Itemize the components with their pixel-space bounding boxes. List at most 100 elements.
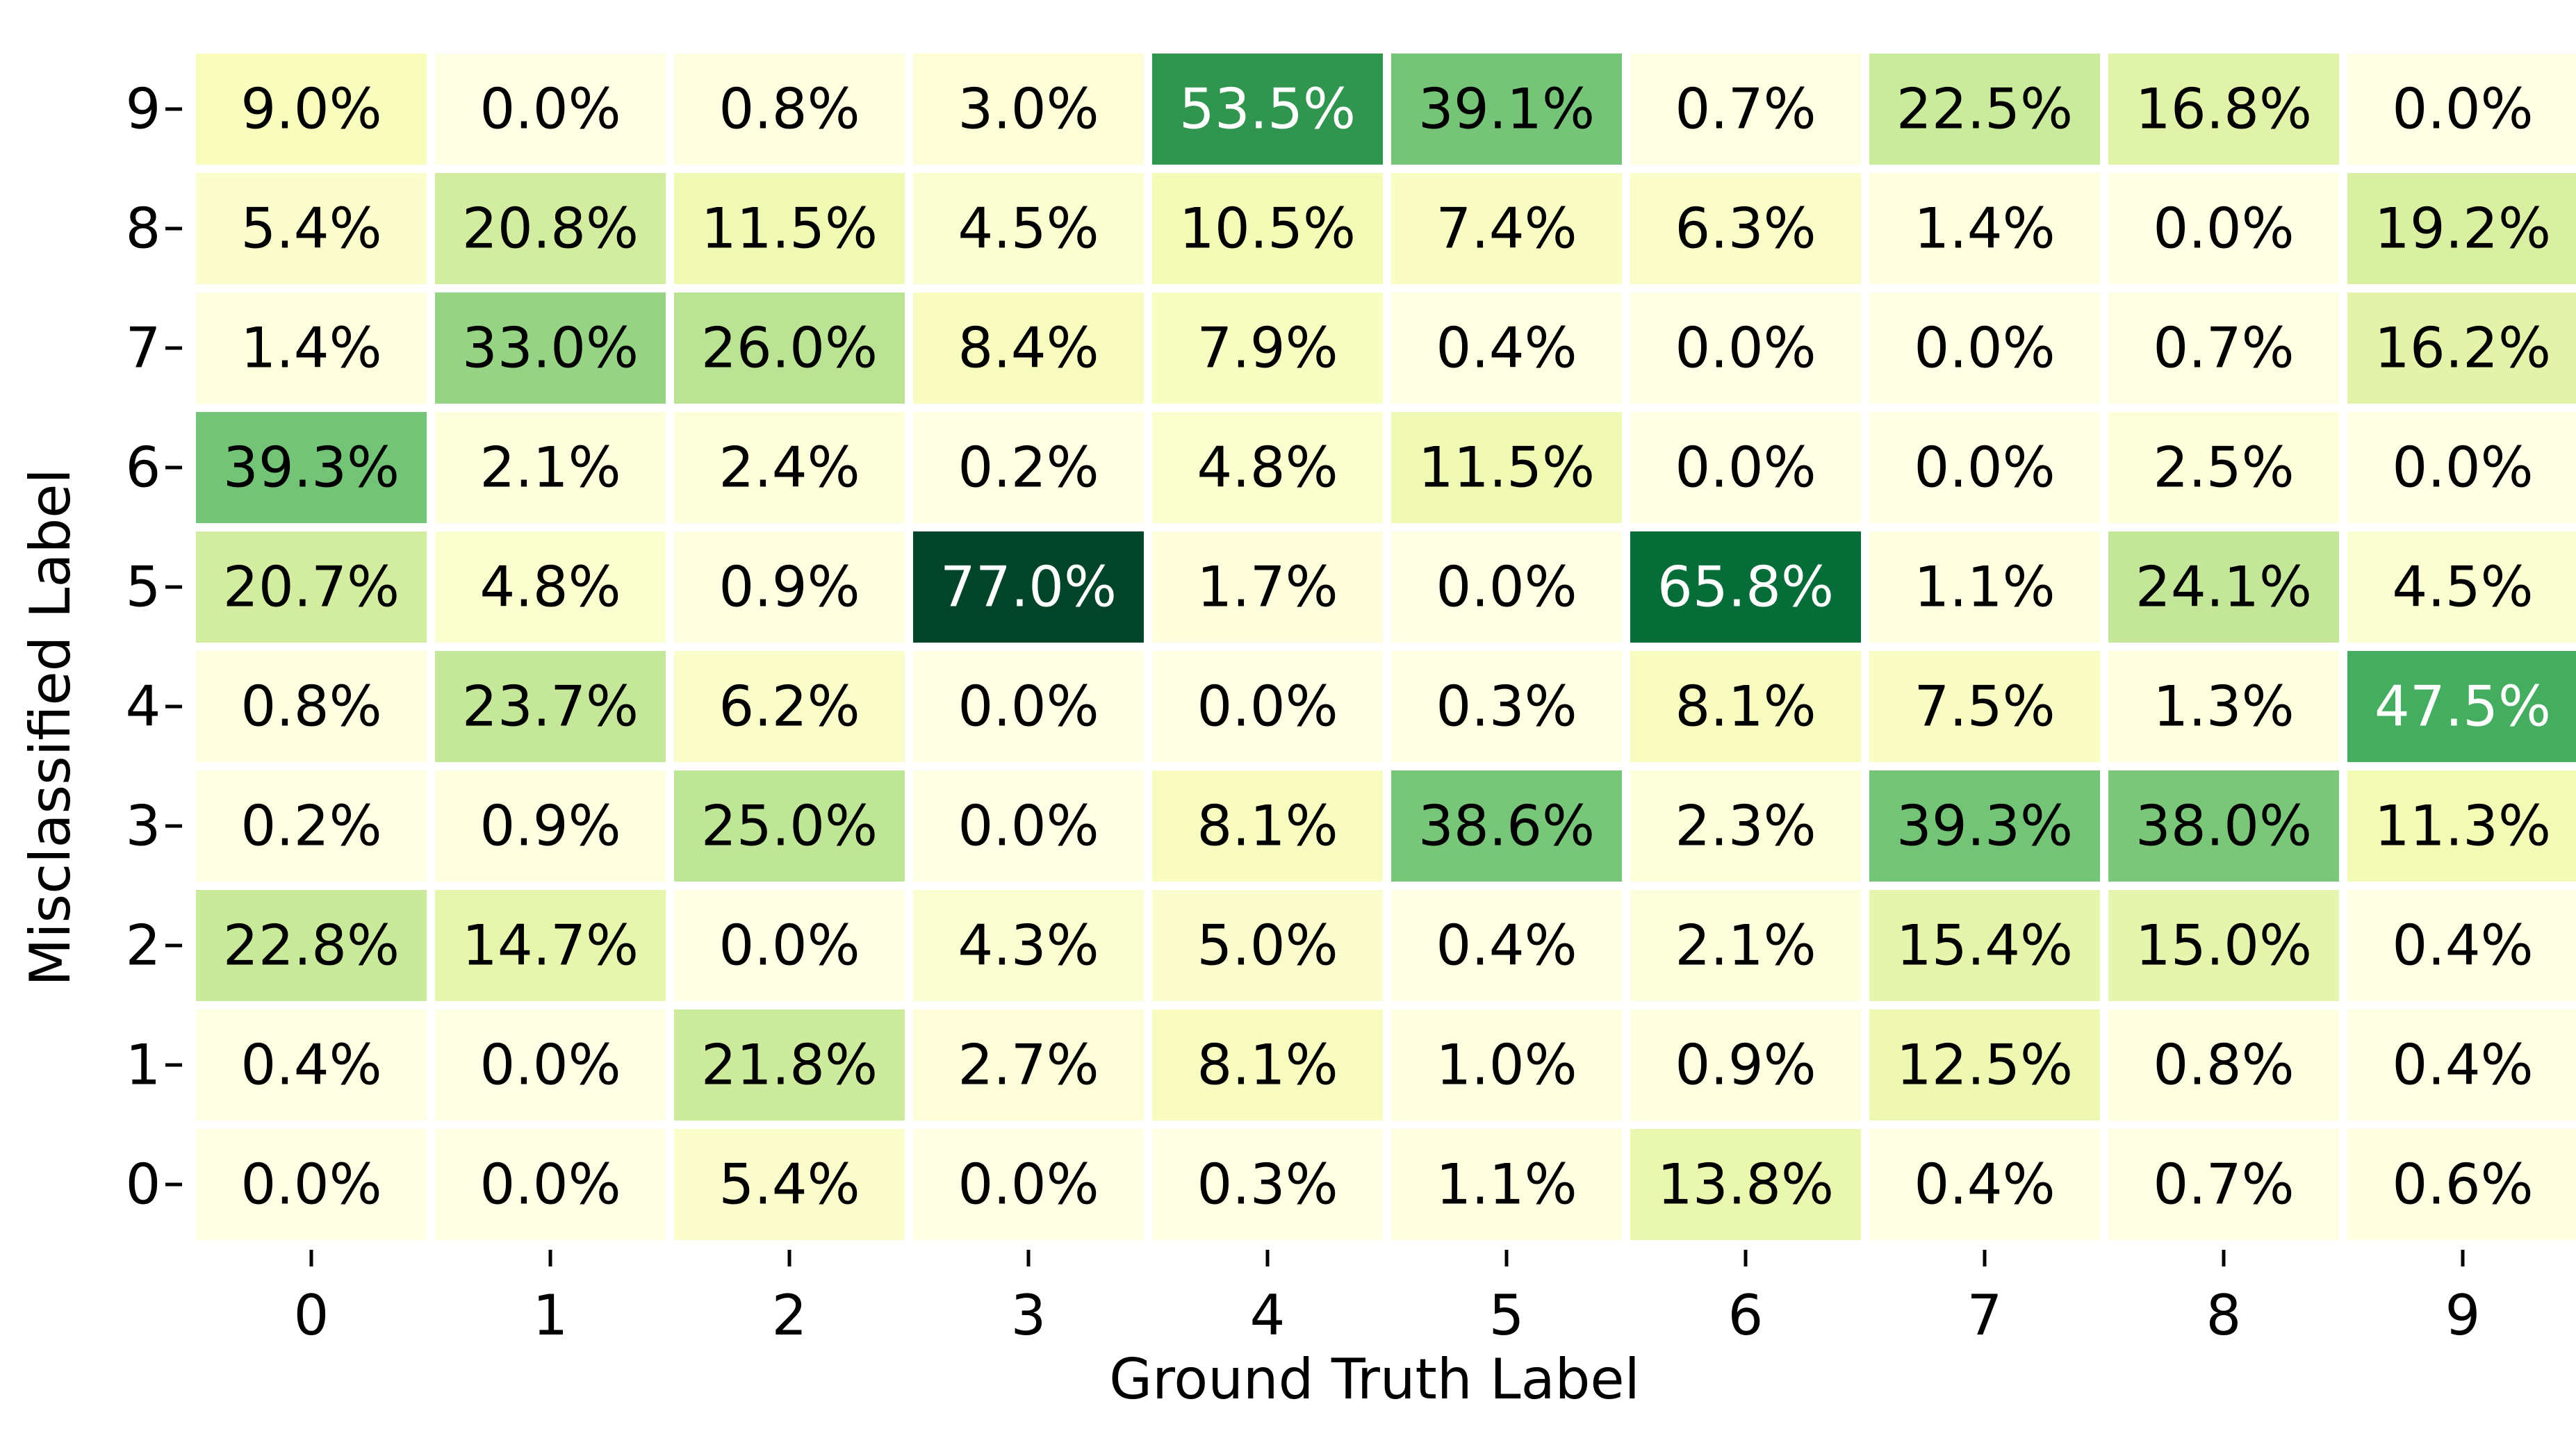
heatmap-cell xyxy=(1152,173,1383,284)
heatmap-cell xyxy=(435,770,666,882)
heatmap-cell xyxy=(196,1129,427,1240)
heatmap-cell xyxy=(1869,890,2100,1001)
cell-value-label: 1.1% xyxy=(1914,555,2055,620)
heatmap-cell xyxy=(1630,173,1861,284)
heatmap-cell xyxy=(1391,412,1622,523)
heatmap-cell xyxy=(1391,292,1622,404)
x-tick-label: 4 xyxy=(1250,1283,1286,1348)
heatmap-cell xyxy=(674,651,905,762)
cell-value-label: 10.5% xyxy=(1179,197,1356,261)
heatmap-cell xyxy=(2108,412,2339,523)
heatmap-cell xyxy=(1152,531,1383,643)
cell-value-label: 0.7% xyxy=(1675,77,1816,142)
x-tick-label: 0 xyxy=(294,1283,329,1348)
cell-value-label: 38.6% xyxy=(1418,794,1595,859)
heatmap-cell xyxy=(1869,53,2100,165)
heatmap-cell xyxy=(1630,890,1861,1001)
heatmap-cell xyxy=(913,890,1144,1001)
y-tick-label: 2 xyxy=(126,914,161,978)
heatmap-cell xyxy=(913,173,1144,284)
y-axis-label: Misclassified Label xyxy=(18,468,83,986)
cell-value-label: 6.2% xyxy=(719,675,860,739)
heatmap-cell xyxy=(1630,292,1861,404)
cell-value-label: 1.4% xyxy=(1914,197,2055,261)
heatmap-cell xyxy=(1630,1009,1861,1121)
heatmap-cell xyxy=(1869,1009,2100,1121)
heatmap-cell xyxy=(435,890,666,1001)
heatmap-cell xyxy=(1152,1129,1383,1240)
heatmap-cell xyxy=(913,531,1144,643)
heatmap-cell xyxy=(1391,1129,1622,1240)
heatmap-cell xyxy=(1391,651,1622,762)
cell-value-label: 0.2% xyxy=(240,794,382,859)
x-tick-label: 8 xyxy=(2206,1283,2242,1348)
cell-value-label: 0.0% xyxy=(958,1153,1099,1217)
cell-value-label: 0.4% xyxy=(1436,316,1577,381)
cell-value-label: 1.1% xyxy=(1436,1153,1577,1217)
y-tick-label: 8 xyxy=(126,197,161,261)
cell-value-label: 0.0% xyxy=(479,77,621,142)
heatmap-cell xyxy=(1391,1009,1622,1121)
cell-value-label: 0.0% xyxy=(479,1153,621,1217)
x-tick-label: 7 xyxy=(1967,1283,2003,1348)
heatmap-cell xyxy=(1391,770,1622,882)
heatmap-cell xyxy=(196,1009,427,1121)
heatmap-cell xyxy=(196,53,427,165)
heatmap-cell xyxy=(196,531,427,643)
heatmap-cell xyxy=(196,412,427,523)
heatmap-cell xyxy=(2108,531,2339,643)
cell-value-label: 3.0% xyxy=(958,77,1099,142)
heatmap-cell xyxy=(1869,412,2100,523)
cell-value-label: 16.8% xyxy=(2135,77,2312,142)
heatmap-cell xyxy=(2108,770,2339,882)
heatmap-cell xyxy=(1391,890,1622,1001)
heatmap-cells xyxy=(196,53,2576,1240)
cell-value-label: 39.3% xyxy=(1896,794,2073,859)
cell-value-label: 0.3% xyxy=(1436,675,1577,739)
cell-value-label: 6.3% xyxy=(1675,197,1816,261)
cell-value-label: 0.0% xyxy=(2392,77,2533,142)
heatmap-cell xyxy=(913,1009,1144,1121)
cell-value-label: 4.8% xyxy=(1197,436,1338,500)
heatmap-cell xyxy=(1152,412,1383,523)
heatmap-cell xyxy=(2347,1129,2576,1240)
heatmap-cell xyxy=(1869,1129,2100,1240)
cell-value-label: 13.8% xyxy=(1657,1153,1834,1217)
heatmap-cell-labels: 9.0% 0.0% 0.8% 3.0% 53.5% 39.1% 0.7% 22.5% 16.8%… xyxy=(223,77,2551,1217)
cell-value-label: 47.5% xyxy=(2374,675,2551,739)
heatmap-cell xyxy=(1152,53,1383,165)
cell-value-label: 7.5% xyxy=(1914,675,2055,739)
cell-value-label: 2.7% xyxy=(958,1033,1099,1098)
cell-value-label: 4.5% xyxy=(2392,555,2533,620)
cell-value-label: 0.4% xyxy=(1914,1153,2055,1217)
heatmap-cell xyxy=(674,173,905,284)
cell-value-label: 4.8% xyxy=(479,555,621,620)
heatmap-cell xyxy=(913,412,1144,523)
cell-value-label: 0.8% xyxy=(719,77,860,142)
heatmap-cell xyxy=(674,1129,905,1240)
heatmap-cell xyxy=(1152,292,1383,404)
y-tick-label: 5 xyxy=(126,555,161,620)
heatmap-cell xyxy=(913,770,1144,882)
heatmap-cell xyxy=(1869,770,2100,882)
cell-value-label: 4.5% xyxy=(958,197,1099,261)
cell-value-label: 0.9% xyxy=(719,555,860,620)
cell-value-label: 16.2% xyxy=(2374,316,2551,381)
heatmap-cell xyxy=(1630,531,1861,643)
heatmap-cell xyxy=(2347,651,2576,762)
cell-value-label: 11.5% xyxy=(701,197,878,261)
cell-value-label: 1.3% xyxy=(2153,675,2294,739)
cell-value-label: 1.7% xyxy=(1197,555,1338,620)
cell-value-label: 21.8% xyxy=(701,1033,878,1098)
cell-value-label: 39.1% xyxy=(1418,77,1595,142)
heatmap-cell xyxy=(1869,651,2100,762)
heatmap-cell xyxy=(674,53,905,165)
heatmap-cell xyxy=(1152,770,1383,882)
x-tick-label: 1 xyxy=(533,1283,568,1348)
cell-value-label: 7.9% xyxy=(1197,316,1338,381)
heatmap-cell xyxy=(2108,1129,2339,1240)
cell-value-label: 0.0% xyxy=(1914,316,2055,381)
heatmap-cell xyxy=(196,651,427,762)
heatmap-cell xyxy=(1630,770,1861,882)
cell-value-label: 19.2% xyxy=(2374,197,2551,261)
